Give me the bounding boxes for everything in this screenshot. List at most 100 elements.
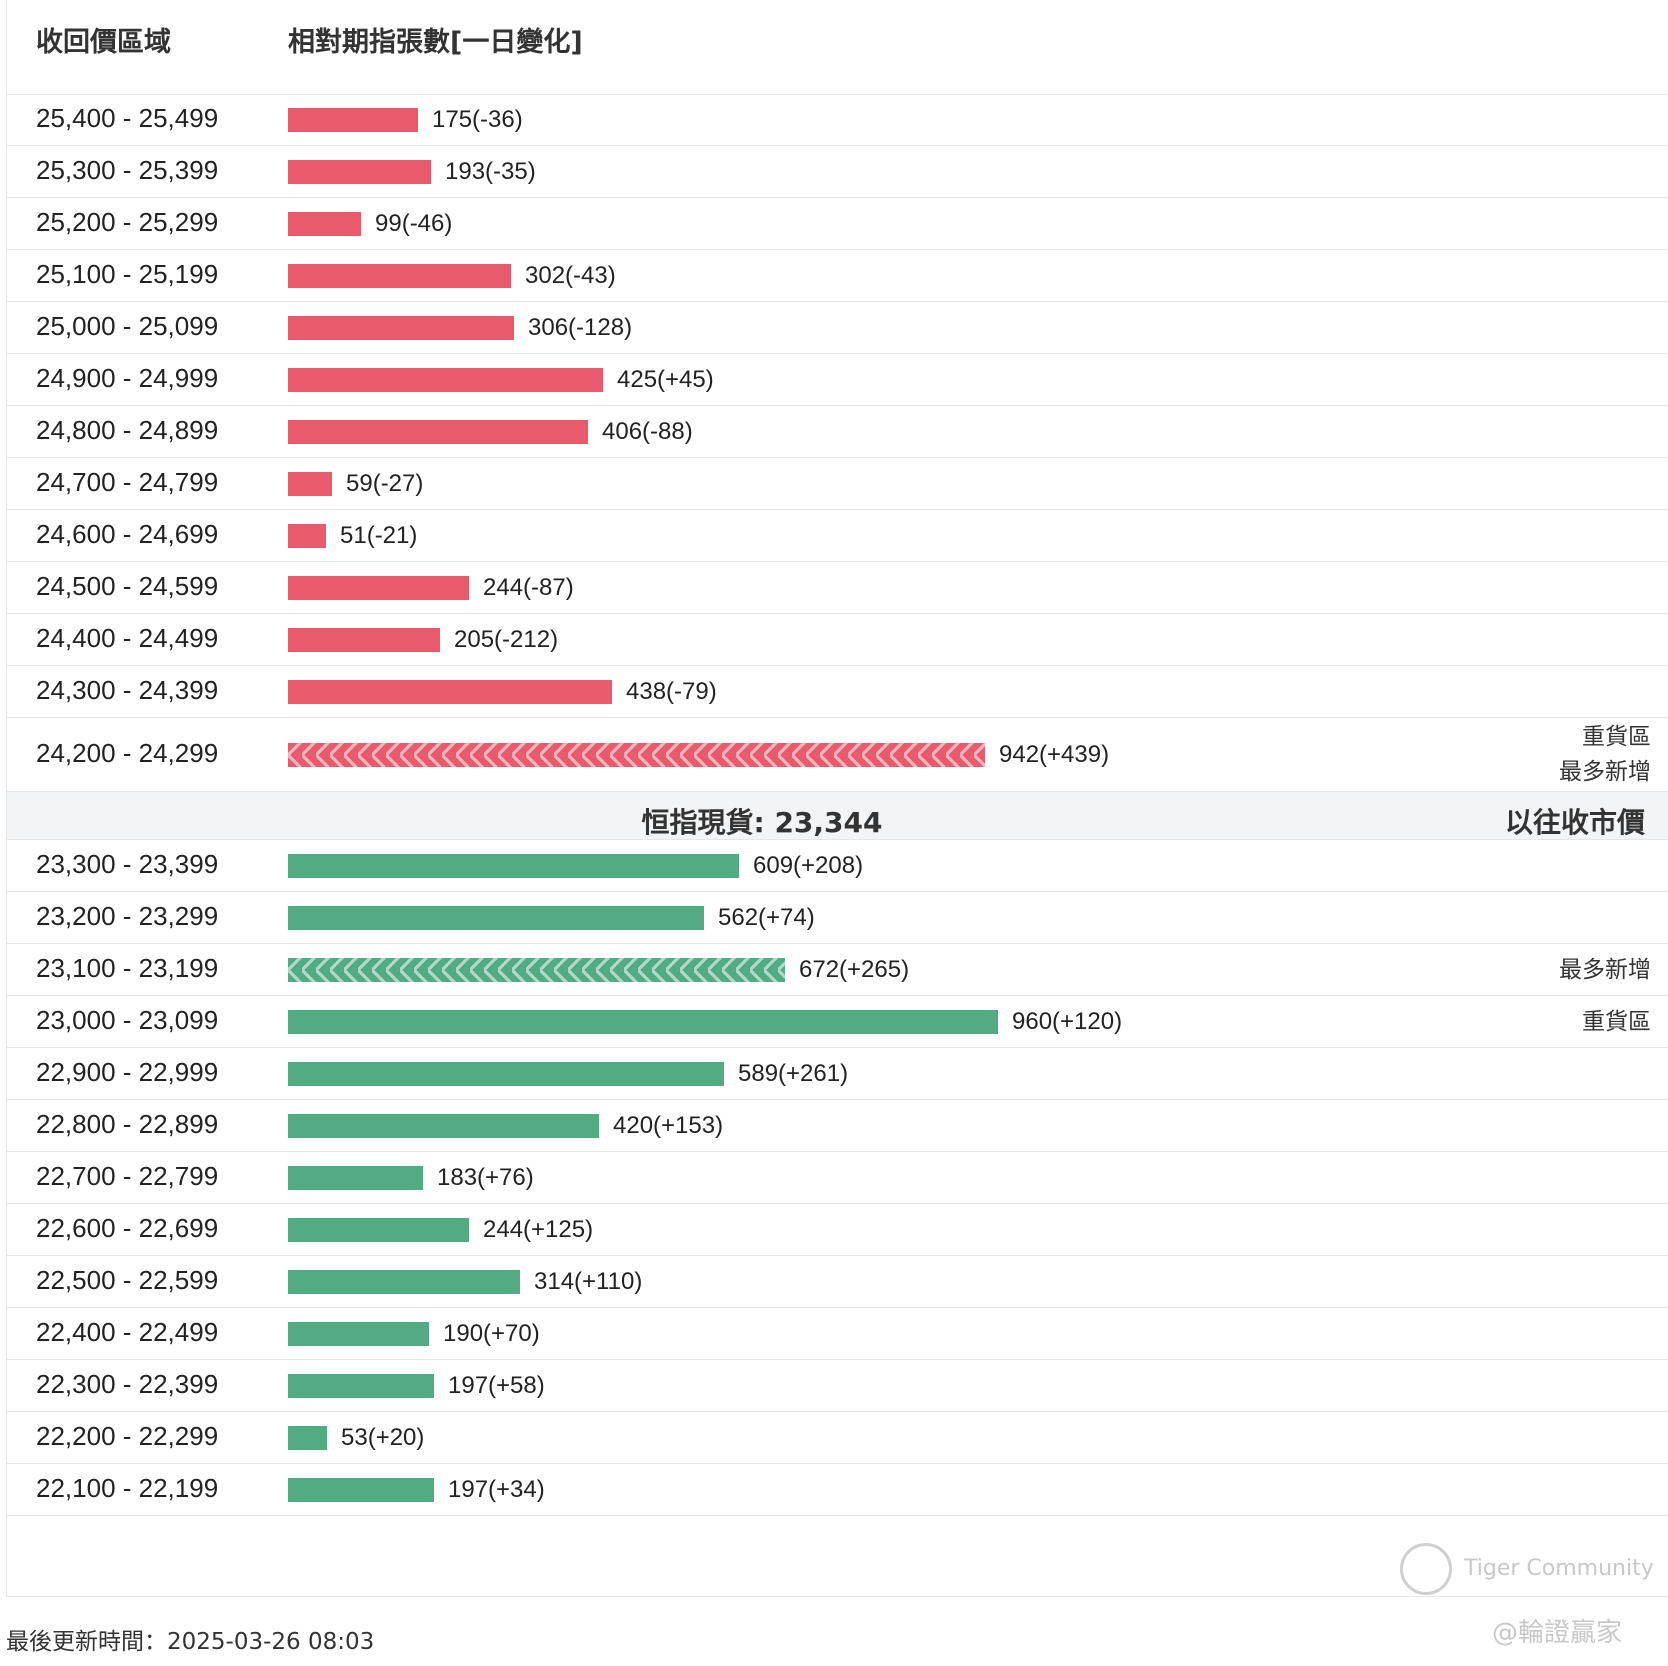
bear-row: 24,300 - 24,399 438(-79) [7, 666, 1668, 718]
strike-range-label: 24,500 - 24,599 [36, 571, 219, 601]
bull-row: 23,300 - 23,399 609(+208) [7, 840, 1668, 892]
strike-range-label: 25,200 - 25,299 [36, 207, 219, 237]
tiger-logo-icon [1400, 1543, 1452, 1595]
oi-value-label: 672(+265) [799, 956, 910, 983]
oi-value-label: 609(+208) [753, 852, 864, 879]
oi-value-label: 960(+120) [1012, 1008, 1123, 1035]
oi-value-label: 53(+20) [341, 1424, 425, 1451]
strike-range-label: 24,900 - 24,999 [36, 363, 219, 393]
strike-range-label: 23,300 - 23,399 [36, 849, 219, 879]
oi-value-label: 302(-43) [525, 262, 616, 289]
oi-value-label: 183(+76) [437, 1164, 534, 1191]
bull-oi-bar [288, 854, 739, 878]
bear-oi-bar [288, 576, 469, 600]
bull-row: 23,000 - 23,099 960(+120) 重貨區 [7, 996, 1668, 1048]
bull-row: 22,300 - 22,399 197(+58) [7, 1360, 1668, 1412]
bear-row: 24,400 - 24,499 205(-212) [7, 614, 1668, 666]
table-header: 收回價區域 相對期指張數[一日變化] [7, 0, 1668, 95]
oi-value-label: 193(-35) [445, 158, 536, 185]
strike-range-label: 25,300 - 25,399 [36, 155, 219, 185]
oi-value-label: 562(+74) [718, 904, 815, 931]
bear-row: 24,900 - 24,999 425(+45) [7, 354, 1668, 406]
strike-range-label: 22,300 - 22,399 [36, 1369, 219, 1399]
watermark-handle: @輪證贏家 [1492, 1618, 1623, 1648]
strike-range-label: 25,000 - 25,099 [36, 311, 219, 341]
row-tags: 重貨區最多新增 [1559, 720, 1651, 790]
oi-value-label: 425(+45) [617, 366, 714, 393]
bear-row: 24,800 - 24,899 406(-88) [7, 406, 1668, 458]
strike-range-label: 23,100 - 23,199 [36, 953, 219, 983]
oi-value-label: 51(-21) [340, 522, 418, 549]
oi-value-label: 438(-79) [626, 678, 717, 705]
watermark-community-text: Tiger Community [1464, 1556, 1654, 1581]
bull-oi-bar [288, 1010, 998, 1034]
oi-value-label: 197(+34) [448, 1476, 545, 1503]
bear-row: 25,000 - 25,099 306(-128) [7, 302, 1668, 354]
oi-value-label: 314(+110) [534, 1268, 643, 1295]
last-updated: 最後更新時間：2025-03-26 08:03 [6, 1629, 375, 1655]
strike-range-label: 22,200 - 22,299 [36, 1421, 219, 1451]
bull-row: 23,200 - 23,299 562(+74) [7, 892, 1668, 944]
bull-row: 23,100 - 23,199 672(+265) 最多新增 [7, 944, 1668, 996]
strike-range-label: 22,600 - 22,699 [36, 1213, 219, 1243]
bear-row: 25,300 - 25,399 193(-35) [7, 146, 1668, 198]
oi-value-label: 942(+439) [999, 741, 1110, 768]
oi-value-label: 406(-88) [602, 418, 693, 445]
bull-oi-bar [288, 1426, 327, 1450]
bull-row: 22,400 - 22,499 190(+70) [7, 1308, 1668, 1360]
range-column-header: 收回價區域 [36, 27, 171, 58]
bear-oi-bar [288, 368, 603, 392]
bear-oi-bar [288, 264, 511, 288]
oi-table: 收回價區域 相對期指張數[一日變化] 25,400 - 25,499 175(-3… [6, 0, 1668, 1597]
oi-value-label: 244(-87) [483, 574, 574, 601]
oi-value-label: 59(-27) [346, 470, 424, 497]
oi-value-label: 175(-36) [432, 106, 523, 133]
bear-row: 25,400 - 25,499 175(-36) [7, 94, 1668, 146]
oi-value-label: 190(+70) [443, 1320, 540, 1347]
bull-row: 22,800 - 22,899 420(+153) [7, 1100, 1668, 1152]
bull-oi-bar [288, 958, 785, 982]
strike-range-label: 24,300 - 24,399 [36, 675, 219, 705]
row-tag: 最多新增 [1559, 759, 1651, 785]
bull-row: 22,200 - 22,299 53(+20) [7, 1412, 1668, 1464]
row-tag: 重貨區 [1582, 1008, 1651, 1035]
bear-oi-bar [288, 420, 588, 444]
spot-price-row: 恒指現貨: 23,344 以往收市價 [7, 792, 1668, 840]
strike-range-label: 24,700 - 24,799 [36, 467, 219, 497]
bear-oi-bar [288, 680, 612, 704]
bear-row: 25,100 - 25,199 302(-43) [7, 250, 1668, 302]
watermark-community: Tiger Community [1400, 1543, 1654, 1595]
bear-oi-bar [288, 212, 361, 236]
bear-oi-bar [288, 316, 514, 340]
bear-row: 24,200 - 24,299 942(+439) 重貨區最多新增 [7, 718, 1668, 792]
strike-range-label: 24,800 - 24,899 [36, 415, 219, 445]
bear-oi-bar [288, 743, 985, 767]
bear-oi-bar [288, 472, 332, 496]
strike-range-label: 24,200 - 24,299 [36, 738, 219, 768]
bull-oi-bar [288, 1218, 469, 1242]
bull-oi-bar [288, 1166, 423, 1190]
oi-value-label: 244(+125) [483, 1216, 594, 1243]
spot-price-label: 恒指現貨: 23,344 [641, 806, 883, 839]
row-tags: 最多新增 [1559, 953, 1651, 988]
bull-oi-bar [288, 1062, 724, 1086]
bear-oi-bar [288, 628, 440, 652]
bear-row: 25,200 - 25,299 99(-46) [7, 198, 1668, 250]
bull-oi-bar [288, 1478, 434, 1502]
bear-row: 24,600 - 24,699 51(-21) [7, 510, 1668, 562]
oi-column-header: 相對期指張數[一日變化] [288, 27, 583, 58]
strike-range-label: 22,400 - 22,499 [36, 1317, 219, 1347]
row-tag: 重貨區 [1582, 724, 1651, 750]
oi-value-label: 99(-46) [375, 210, 453, 237]
bull-row: 22,900 - 22,999 589(+261) [7, 1048, 1668, 1100]
previous-close-link[interactable]: 以往收市價 [1504, 806, 1645, 839]
strike-range-label: 24,600 - 24,699 [36, 519, 219, 549]
strike-range-label: 22,900 - 22,999 [36, 1057, 219, 1087]
oi-value-label: 306(-128) [528, 314, 633, 341]
strike-range-label: 24,400 - 24,499 [36, 623, 219, 653]
strike-range-label: 23,000 - 23,099 [36, 1005, 219, 1035]
strike-range-label: 22,800 - 22,899 [36, 1109, 219, 1139]
bull-row: 22,500 - 22,599 314(+110) [7, 1256, 1668, 1308]
bull-row: 22,600 - 22,699 244(+125) [7, 1204, 1668, 1256]
strike-range-label: 25,400 - 25,499 [36, 103, 219, 133]
